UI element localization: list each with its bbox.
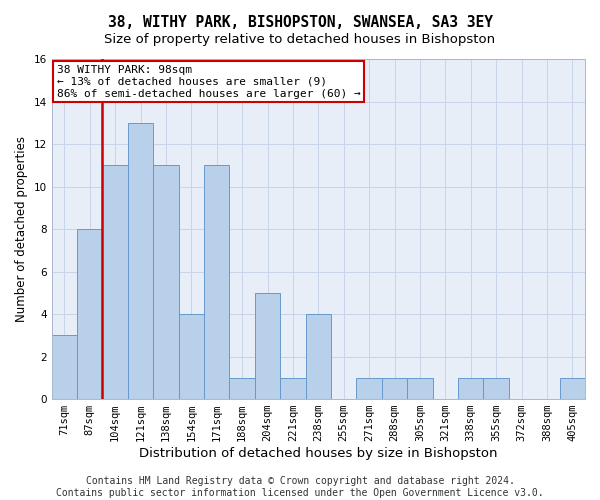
Text: Size of property relative to detached houses in Bishopston: Size of property relative to detached ho… xyxy=(104,32,496,46)
Bar xyxy=(128,123,153,399)
Bar xyxy=(103,166,128,399)
Text: 38 WITHY PARK: 98sqm
← 13% of detached houses are smaller (9)
86% of semi-detach: 38 WITHY PARK: 98sqm ← 13% of detached h… xyxy=(57,66,361,98)
Bar xyxy=(382,378,407,399)
Bar xyxy=(407,378,433,399)
Y-axis label: Number of detached properties: Number of detached properties xyxy=(15,136,28,322)
Bar xyxy=(204,166,229,399)
Text: Contains HM Land Registry data © Crown copyright and database right 2024.
Contai: Contains HM Land Registry data © Crown c… xyxy=(56,476,544,498)
X-axis label: Distribution of detached houses by size in Bishopston: Distribution of detached houses by size … xyxy=(139,447,497,460)
Bar xyxy=(560,378,585,399)
Bar xyxy=(280,378,305,399)
Bar xyxy=(255,293,280,399)
Bar xyxy=(77,229,103,399)
Bar xyxy=(229,378,255,399)
Bar xyxy=(179,314,204,399)
Bar xyxy=(484,378,509,399)
Text: 38, WITHY PARK, BISHOPSTON, SWANSEA, SA3 3EY: 38, WITHY PARK, BISHOPSTON, SWANSEA, SA3… xyxy=(107,15,493,30)
Bar xyxy=(305,314,331,399)
Bar xyxy=(52,336,77,399)
Bar xyxy=(153,166,179,399)
Bar xyxy=(356,378,382,399)
Bar xyxy=(458,378,484,399)
